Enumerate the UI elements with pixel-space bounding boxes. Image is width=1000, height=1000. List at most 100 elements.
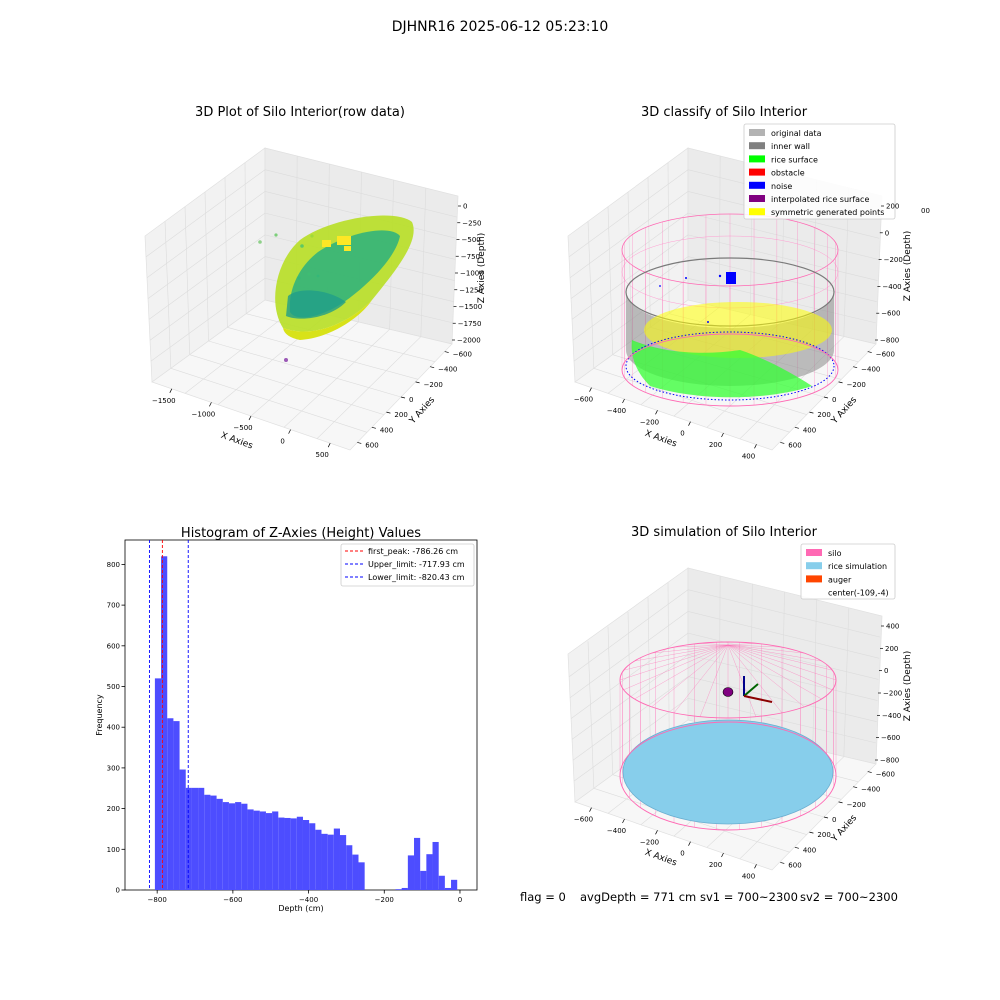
y-tick-label: 500 — [107, 683, 120, 691]
y-tick-mark — [415, 381, 420, 384]
y-tick-label: 400 — [107, 724, 120, 732]
x-tick-label: −200 — [375, 896, 394, 904]
histogram-bar — [216, 798, 223, 890]
silo-bottom-ring-simulation — [619, 721, 837, 831]
x-tick-label: −500 — [233, 424, 252, 432]
roof-spoke — [727, 644, 757, 717]
x-tick-label: −1000 — [192, 410, 216, 418]
x-tick-mark — [589, 387, 592, 392]
z-tick-label: 00 — [921, 207, 930, 215]
histogram-bar — [426, 854, 433, 890]
histogram-bar — [296, 816, 303, 890]
x-axis-label-simulation: X Axies — [643, 848, 678, 869]
x-tick-label: −200 — [640, 838, 659, 846]
roof-spoke — [727, 644, 805, 708]
histogram-bar — [235, 802, 242, 890]
histogram-bar — [284, 817, 291, 890]
z-tick-label: −600 — [881, 734, 900, 742]
x-tick-label: −1500 — [152, 397, 176, 405]
panel-title-simulation: 3D simulation of Silo Interior — [631, 525, 818, 540]
y-tick-mark — [780, 862, 785, 864]
roof-spoke — [699, 644, 729, 717]
histogram-bar — [259, 811, 266, 890]
histogram-bar — [161, 556, 168, 890]
y-tick-label: −400 — [861, 366, 880, 374]
histogram-bar — [333, 828, 340, 890]
rice-simulation-surface — [622, 719, 834, 825]
y-tick-label: 0 — [409, 396, 413, 404]
auger-marker — [722, 676, 773, 703]
legend-swatch — [806, 575, 822, 583]
raw-yellow-cluster — [322, 236, 351, 251]
x-tick-label: −400 — [607, 407, 626, 415]
y-tick-label: −200 — [424, 381, 443, 389]
y-tick-label: 200 — [107, 805, 120, 813]
legend-entry: noise — [771, 182, 792, 191]
roof-spoke — [727, 644, 822, 700]
y-tick-label: 200 — [817, 831, 830, 839]
roof-spoke — [727, 644, 833, 671]
roof-spoke — [727, 644, 783, 648]
z-ticks-simulation: 400 200 0 −200 −400 −600 −800 — [875, 623, 902, 765]
histogram-bar — [339, 835, 347, 890]
z-tick-label: 400 — [886, 623, 899, 631]
histogram-bar — [302, 820, 310, 890]
x-tick-mark — [589, 807, 592, 812]
panel-title-histogram: Histogram of Z-Axies (Height) Values — [181, 526, 421, 541]
legend-entry: original data — [771, 129, 822, 138]
y-tick-mark — [853, 366, 858, 369]
histogram-reference-lines — [148, 540, 189, 890]
y-tick-mark — [853, 786, 858, 789]
histogram-bar — [173, 721, 180, 890]
simulation-model — [619, 641, 837, 831]
y-tick-mark — [823, 396, 829, 399]
histogram-bar — [358, 862, 365, 890]
noise-bottom-ring — [625, 331, 835, 401]
z-tick-label: 0 — [463, 203, 467, 211]
classify-points — [621, 213, 839, 407]
legend-entry: silo — [828, 549, 842, 558]
legend-entry: first_peak: -786.26 cm — [368, 547, 458, 556]
histogram-y-ticks: 0 100 200 300 400 500 600 700 800 — [107, 561, 125, 895]
x-tick-label: 400 — [742, 872, 755, 880]
x-tick-mark — [622, 818, 625, 824]
y-tick-label: 400 — [803, 426, 816, 434]
roof-spoke — [727, 644, 805, 654]
y-tick-mark — [838, 381, 843, 384]
x-tick-label: −400 — [299, 896, 318, 904]
roof-spoke — [619, 644, 729, 681]
z-tick-label: −200 — [883, 690, 902, 698]
histogram-bar — [309, 823, 316, 890]
y-tick-mark — [371, 426, 376, 429]
histogram-bar — [210, 795, 217, 890]
x-tick-label: −200 — [640, 418, 659, 426]
x-tick-mark — [248, 415, 252, 421]
histogram-bar — [395, 889, 402, 890]
roof-spoke — [727, 643, 756, 646]
legend-swatch — [749, 155, 765, 163]
x-ticks-raw: −1500 −1000 −500 0 500 — [152, 388, 331, 459]
histogram-legend: first_peak: -786.26 cm Upper_limit: -717.… — [340, 543, 475, 587]
y-tick-label: 700 — [107, 602, 120, 610]
histogram-bar — [420, 870, 427, 890]
legend-swatch — [749, 208, 765, 216]
y-tick-mark — [809, 831, 814, 834]
y-tick-label: 600 — [365, 441, 378, 449]
roof-spoke — [673, 644, 729, 714]
x-tick-label: 0 — [458, 896, 462, 904]
status-sv2: sv2 = 700~2300 — [800, 890, 898, 904]
histogram-bar — [407, 855, 415, 890]
x-tick-label: 200 — [709, 861, 722, 869]
legend-entry: center(-109,-4) — [828, 589, 889, 598]
histogram-bar — [278, 817, 285, 890]
z-tick-label: −800 — [880, 757, 899, 765]
y-tick-label: 400 — [380, 426, 393, 434]
symmetric-generated-surface — [644, 302, 832, 358]
noise-cluster — [659, 272, 736, 323]
legend-simulation: silo rice simulation auger center(-109,-4) — [800, 543, 896, 600]
histogram-bar — [438, 875, 445, 890]
histogram-bar — [228, 803, 236, 890]
z-tick-label: −200 — [884, 256, 903, 264]
y-tick-label: 0 — [832, 396, 836, 404]
x-tick-label: 500 — [316, 451, 329, 459]
